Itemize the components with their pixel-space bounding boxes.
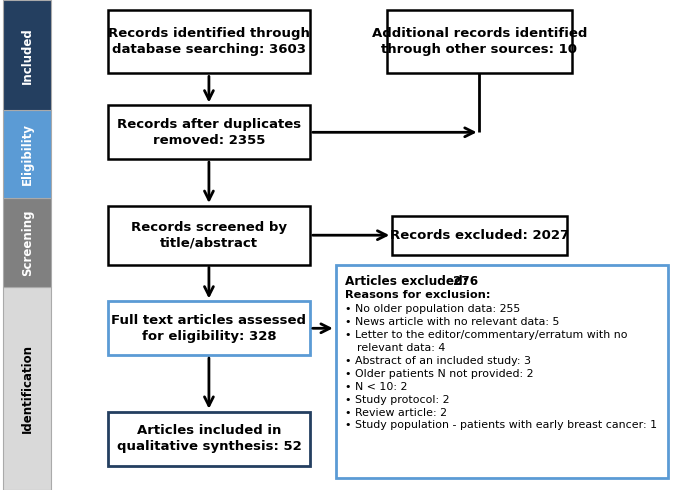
FancyBboxPatch shape: [108, 10, 310, 74]
Bar: [3, 198, 51, 287]
Text: Screening: Screening: [21, 209, 34, 276]
Text: • Older patients N not provided: 2: • Older patients N not provided: 2: [345, 368, 533, 379]
Text: • News article with no relevant data: 5: • News article with no relevant data: 5: [345, 317, 559, 327]
FancyBboxPatch shape: [108, 301, 310, 355]
Text: Records after duplicates
removed: 2355: Records after duplicates removed: 2355: [117, 118, 301, 147]
Bar: [3, 110, 51, 198]
Text: Records identified through
database searching: 3603: Records identified through database sear…: [108, 27, 310, 56]
Bar: [3, 287, 51, 490]
Bar: [3, 0, 51, 110]
Text: Articles excluded:: Articles excluded:: [345, 275, 471, 289]
FancyBboxPatch shape: [336, 265, 668, 478]
Text: relevant data: 4: relevant data: 4: [350, 343, 445, 353]
Text: Full text articles assessed
for eligibility: 328: Full text articles assessed for eligibil…: [112, 314, 306, 343]
FancyBboxPatch shape: [108, 206, 310, 265]
FancyBboxPatch shape: [392, 216, 566, 255]
Text: Reasons for exclusion:: Reasons for exclusion:: [345, 290, 490, 300]
Text: • Abstract of an included study: 3: • Abstract of an included study: 3: [345, 356, 531, 366]
Text: • Study population - patients with early breast cancer: 1: • Study population - patients with early…: [345, 420, 657, 431]
FancyBboxPatch shape: [108, 412, 310, 465]
Text: Included: Included: [21, 27, 34, 83]
Text: • Letter to the editor/commentary/erratum with no: • Letter to the editor/commentary/erratu…: [345, 330, 627, 340]
Text: • Study protocol: 2: • Study protocol: 2: [345, 394, 449, 405]
Text: Eligibility: Eligibility: [21, 123, 34, 185]
Text: Additional records identified
through other sources: 10: Additional records identified through ot…: [372, 27, 587, 56]
Text: Identification: Identification: [21, 344, 34, 433]
Text: • No older population data: 255: • No older population data: 255: [345, 304, 520, 314]
Text: Articles included in
qualitative synthesis: 52: Articles included in qualitative synthes…: [116, 424, 301, 453]
FancyBboxPatch shape: [387, 10, 572, 74]
Text: Records screened by
title/abstract: Records screened by title/abstract: [131, 220, 287, 250]
Text: 276: 276: [453, 275, 478, 289]
Text: • N < 10: 2: • N < 10: 2: [345, 382, 407, 392]
Text: • Review article: 2: • Review article: 2: [345, 408, 447, 417]
Text: Records excluded: 2027: Records excluded: 2027: [390, 229, 569, 242]
FancyBboxPatch shape: [108, 105, 310, 159]
